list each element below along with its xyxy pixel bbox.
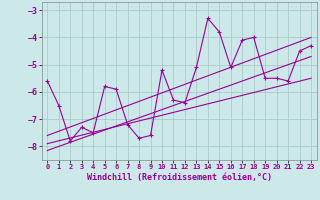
X-axis label: Windchill (Refroidissement éolien,°C): Windchill (Refroidissement éolien,°C) [87, 173, 272, 182]
